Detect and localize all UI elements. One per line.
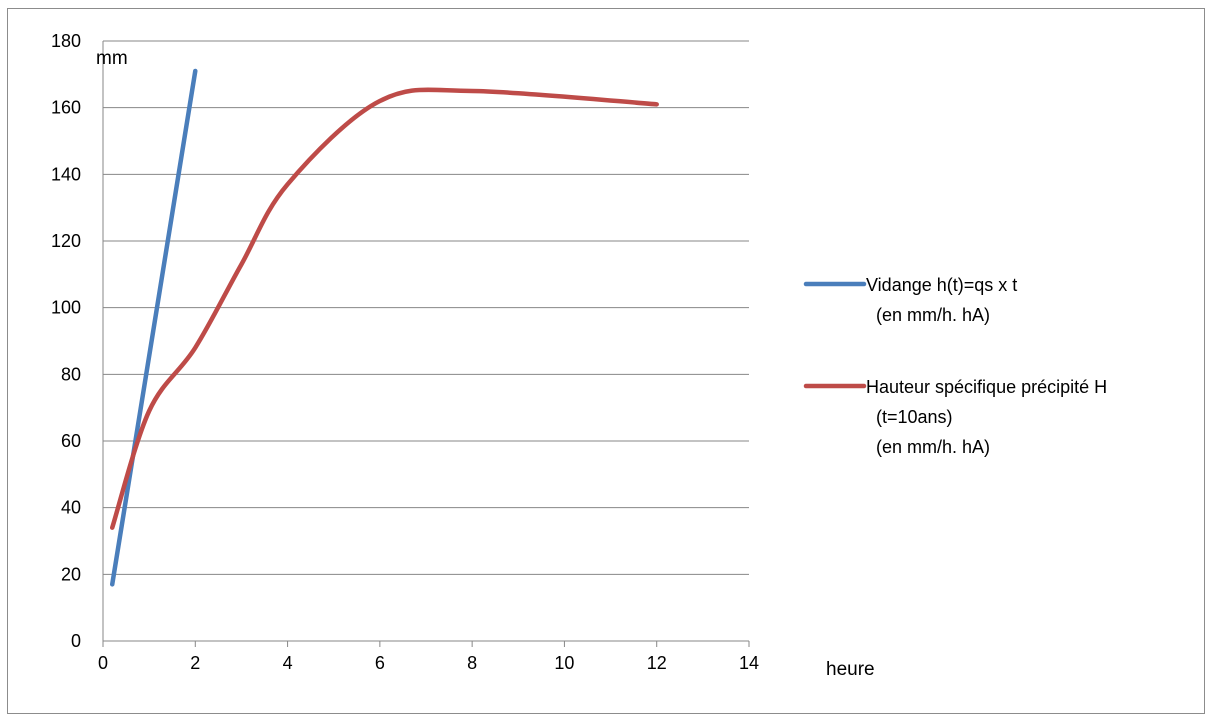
gridlines — [103, 40, 749, 575]
legend-label-2: (t=10ans) — [876, 407, 953, 427]
legend-label-2: (en mm/h. hA) — [876, 437, 990, 457]
y-tick-label: 60 — [61, 431, 81, 451]
axes — [102, 41, 750, 647]
x-tick-label: 8 — [467, 653, 477, 673]
series-lines — [109, 68, 659, 587]
y-tick-label: 120 — [51, 231, 81, 251]
legend: Vidange h(t)=qs x t (en mm/h. hA) Hauteur … — [803, 275, 1107, 457]
y-tick-label: 180 — [51, 31, 81, 51]
x-tick-labels: 0 2 4 6 8 10 12 14 — [98, 653, 759, 673]
y-tick-label: 20 — [61, 564, 81, 584]
legend-label-1: (en mm/h. hA) — [876, 305, 990, 325]
legend-label-2: Hauteur spécifique précipité H — [866, 377, 1107, 397]
x-tick-label: 2 — [190, 653, 200, 673]
x-tick-label: 14 — [739, 653, 759, 673]
y-tick-label: 80 — [61, 364, 81, 384]
y-tick-label: 0 — [71, 631, 81, 651]
x-tick-label: 10 — [554, 653, 574, 673]
y-tick-label: 100 — [51, 298, 81, 318]
y-axis-title: mm — [96, 48, 128, 69]
x-tick-label: 6 — [375, 653, 385, 673]
chart-area: 0 20 40 60 80 100 120 140 160 180 0 2 4 6 8 10 12 14 mm … — [7, 8, 1205, 714]
y-tick-label: 160 — [51, 98, 81, 118]
y-tick-labels: 0 20 40 60 80 100 120 140 160 180 — [51, 31, 81, 651]
y-tick-label: 40 — [61, 498, 81, 518]
x-tick-label: 4 — [283, 653, 293, 673]
series-line-1 — [109, 68, 198, 587]
series-line-2 — [109, 87, 659, 530]
x-tick-label: 0 — [98, 653, 108, 673]
x-axis-title: heure — [826, 659, 875, 680]
legend-label-1: Vidange h(t)=qs x t — [866, 275, 1017, 295]
y-tick-label: 140 — [51, 164, 81, 184]
x-tick-label: 12 — [647, 653, 667, 673]
